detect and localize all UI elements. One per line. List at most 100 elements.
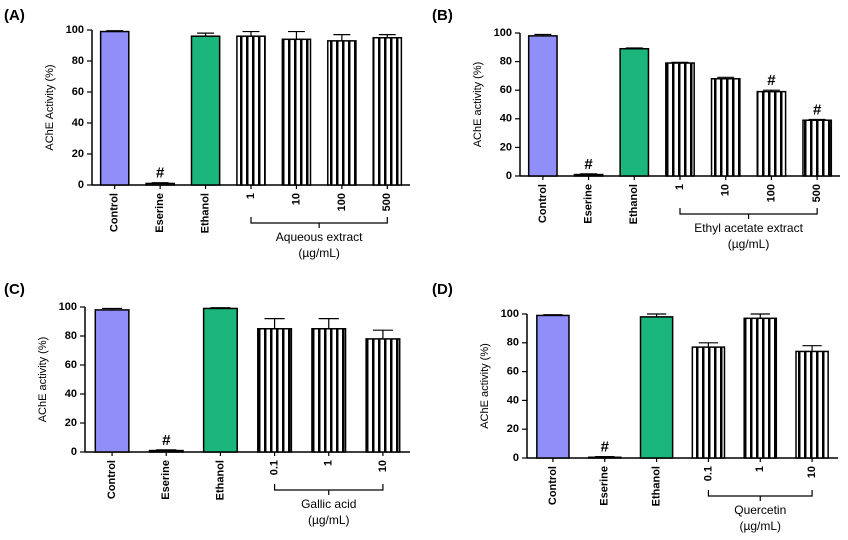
x-tick-label: 500	[381, 193, 393, 211]
group-label: Aqueous extract	[276, 230, 363, 244]
y-tick-label: 20	[65, 417, 77, 429]
bar	[756, 90, 787, 177]
y-tick-label: 40	[65, 388, 77, 400]
annotation: #	[767, 72, 776, 89]
y-tick-label: 20	[72, 148, 84, 160]
group-label: Ethyl acetate extract	[694, 221, 803, 235]
bar	[691, 346, 726, 459]
panel-label: (D)	[432, 281, 453, 298]
x-tick-label: 10	[290, 193, 302, 205]
bar	[365, 338, 401, 453]
x-tick-label: 1	[754, 466, 766, 472]
y-tick-label: 40	[507, 394, 519, 406]
x-tick-label: 500	[811, 184, 823, 202]
annotation: #	[162, 432, 171, 449]
group-unit: (µg/mL)	[728, 237, 770, 251]
bar	[190, 35, 221, 186]
y-tick-label: 80	[65, 330, 77, 342]
y-tick-label: 40	[500, 113, 512, 125]
x-tick-label: 1	[245, 193, 257, 199]
y-tick-label: 60	[72, 86, 84, 98]
group-bracket	[679, 208, 818, 219]
bar	[573, 173, 604, 177]
bar	[372, 37, 403, 186]
group-unit: (µg/mL)	[298, 246, 340, 260]
panel-label: (A)	[4, 7, 25, 24]
group-bracket	[707, 490, 813, 501]
y-tick-label: 60	[65, 359, 77, 371]
x-tick-label: Eserine	[582, 184, 594, 224]
bar	[710, 78, 741, 177]
x-tick-label: 1	[674, 184, 686, 190]
y-tick-label: 80	[72, 55, 84, 67]
bar	[327, 40, 357, 186]
y-axis-label: AChE Activity (%)	[44, 64, 56, 150]
bar	[587, 456, 622, 459]
x-tick-label: Eserine	[154, 193, 166, 233]
y-tick-label: 100	[66, 24, 84, 36]
bar	[743, 317, 778, 459]
bar	[94, 309, 130, 453]
x-tick-label: 10	[720, 184, 732, 196]
group-label: Quercetin	[734, 503, 786, 517]
group-bracket	[273, 484, 384, 495]
bar	[99, 30, 130, 186]
bar	[665, 62, 695, 177]
x-tick-label: Eserine	[599, 466, 611, 506]
y-tick-label: 80	[500, 56, 512, 68]
x-tick-label: Ethanol	[214, 460, 226, 500]
bar	[639, 316, 674, 459]
y-tick-label: 100	[494, 27, 512, 39]
bar	[145, 182, 175, 186]
group-label: Gallic acid	[301, 497, 356, 511]
y-tick-label: 100	[501, 308, 519, 320]
bar	[257, 328, 293, 453]
bar	[802, 119, 833, 177]
panel-label: (C)	[4, 281, 25, 298]
group-unit: (µg/mL)	[308, 513, 350, 527]
x-tick-label: Control	[547, 466, 559, 505]
annotation: #	[156, 165, 165, 182]
x-tick-label: 10	[377, 460, 389, 472]
x-tick-label: Control	[109, 193, 121, 232]
bar	[619, 47, 650, 177]
y-tick-label: 20	[507, 423, 519, 435]
bar	[311, 328, 347, 453]
y-tick-label: 0	[78, 179, 84, 191]
x-tick-label: 10	[806, 466, 818, 478]
y-tick-label: 80	[507, 337, 519, 349]
x-tick-label: Control	[106, 460, 118, 499]
group-bracket	[250, 217, 388, 228]
x-tick-label: Eserine	[160, 460, 172, 500]
x-tick-label: Control	[537, 184, 549, 223]
x-tick-label: 0.1	[268, 460, 280, 475]
group-unit: (µg/mL)	[739, 519, 781, 533]
bar	[795, 350, 829, 459]
y-tick-label: 20	[500, 141, 512, 153]
y-tick-label: 60	[507, 366, 519, 378]
x-tick-label: 1	[323, 460, 335, 466]
annotation: #	[584, 156, 593, 173]
bar	[202, 307, 238, 453]
panel-label: (B)	[432, 7, 453, 24]
y-tick-label: 0	[71, 446, 77, 458]
annotation: #	[601, 439, 610, 456]
y-axis-label: AChE activity (%)	[472, 62, 484, 148]
y-tick-label: 40	[72, 117, 84, 129]
y-tick-label: 0	[506, 170, 512, 182]
x-tick-label: Ethanol	[650, 466, 662, 506]
y-axis-label: AChE activity (%)	[37, 337, 49, 423]
annotation: #	[813, 101, 822, 118]
bar	[536, 314, 570, 459]
x-tick-label: 100	[336, 193, 348, 211]
y-tick-label: 100	[59, 301, 77, 313]
y-tick-label: 60	[500, 84, 512, 96]
x-tick-label: 0.1	[702, 466, 714, 481]
x-tick-label: Ethanol	[628, 184, 640, 224]
y-axis-label: AChE activity (%)	[479, 343, 491, 429]
x-tick-label: Ethanol	[199, 193, 211, 233]
bar	[236, 35, 266, 186]
bar	[148, 449, 184, 453]
x-tick-label: 100	[765, 184, 777, 202]
